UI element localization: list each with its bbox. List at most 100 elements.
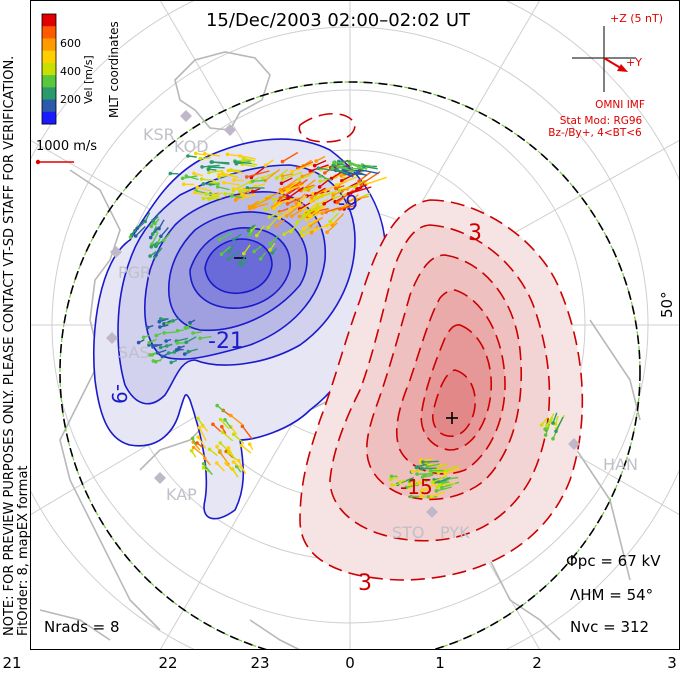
velocity-vector [197, 436, 207, 449]
velocity-vector [444, 467, 460, 474]
colorbar-tick-600: 600 [60, 37, 81, 50]
velocity-vector-origin [436, 471, 441, 475]
velocity-vector [422, 483, 437, 491]
station-label-pyk: PYK [440, 523, 470, 542]
velocity-vector-origin [240, 424, 245, 429]
velocity-vector-origin [420, 466, 424, 471]
velocity-vector-origin [285, 202, 290, 206]
velocity-vector [281, 177, 293, 184]
velocity-vector [280, 189, 293, 199]
mlt-tick: 3 [667, 654, 677, 672]
velocity-vector [325, 207, 339, 213]
velocity-vector [264, 168, 281, 182]
scale-arrow [35, 159, 74, 165]
station-label-ksr: KSR [143, 125, 175, 144]
velocity-vector-origin [241, 156, 246, 161]
velocity-vector [439, 482, 456, 486]
velocity-vector-origin [275, 176, 279, 180]
colorbar-segment [42, 75, 56, 88]
mlt-tick: 1 [435, 654, 445, 672]
imf-stat-mod: Stat Mod: RG96 [560, 115, 643, 127]
contour-label: -9 [107, 384, 131, 404]
velocity-vector [360, 171, 381, 185]
velocity-vector [211, 161, 230, 164]
velocity-vector [242, 163, 256, 168]
velocity-vector [208, 197, 222, 200]
velocity-vector-origin [215, 403, 219, 408]
velocity-vector-origin [263, 163, 268, 168]
velocity-vector-origin [225, 152, 230, 157]
latitude-label: 50° [658, 291, 676, 318]
velocity-vector-origin [251, 206, 256, 210]
velocity-vector-origin [201, 182, 206, 186]
velocity-vector-origin [175, 341, 180, 345]
velocity-vector [239, 188, 252, 193]
velocity-vector-origin [295, 220, 299, 225]
velocity-vector [269, 235, 279, 245]
velocity-vector [286, 180, 299, 191]
velocity-vector [301, 171, 316, 177]
velocity-vector-origin [312, 163, 317, 168]
velocity-vector [176, 337, 189, 342]
colorbar-segment [42, 62, 56, 76]
velocity-vector [316, 199, 329, 206]
velocity-vector [365, 176, 387, 185]
velocity-vector [299, 184, 315, 191]
station-marker [106, 332, 118, 344]
velocity-vector-origin [198, 156, 202, 161]
imf-condition: Bz-/By+, 4<BT<6 [548, 127, 642, 139]
velocity-vector-origin [183, 325, 188, 330]
colorbar-segment [42, 87, 56, 101]
velocity-vector-origin [215, 444, 219, 449]
velocity-vector-origin [409, 494, 413, 499]
velocity-vector [331, 171, 342, 180]
velocity-vector-origin [150, 353, 154, 357]
velocity-vector-origin [196, 416, 200, 421]
velocity-vector-origin [153, 244, 158, 249]
velocity-vector-origin [309, 230, 314, 235]
preview-note: NOTE: FOR PREVIEW PURPOSES ONLY. PLEASE … [2, 56, 17, 636]
velocity-vector-origin [209, 160, 214, 164]
velocity-vector-origin [267, 215, 272, 219]
velocity-vector [230, 414, 244, 426]
velocity-vector-origin [194, 151, 198, 156]
velocity-vector [237, 460, 247, 475]
colorbar-frame [41, 13, 57, 125]
station-marker [154, 472, 166, 484]
velocity-vector-origin [551, 436, 555, 441]
velocity-vector-origin [254, 233, 259, 238]
velocity-vector-origin [543, 433, 548, 437]
velocity-vector-origin [239, 443, 244, 448]
velocity-vector [420, 458, 433, 461]
velocity-vector [319, 177, 331, 188]
velocity-vector-origin [266, 225, 270, 230]
velocity-vector-origin [217, 237, 222, 242]
velocity-vector-origin [250, 179, 255, 184]
velocity-vector-origin [157, 319, 162, 324]
velocity-vector-origin [414, 465, 419, 470]
velocity-vector-origin [148, 254, 152, 258]
velocity-vector-origin [410, 469, 415, 474]
velocity-vector-origin [404, 485, 409, 490]
velocity-vector [331, 213, 345, 226]
velocity-vector-origin [407, 479, 412, 484]
velocity-vector-origin [238, 189, 242, 194]
velocity-vector-origin [135, 226, 139, 231]
velocity-vector [555, 416, 564, 432]
imf-clock [572, 26, 636, 92]
velocity-vector-origin [153, 221, 157, 226]
velocity-vector [164, 331, 176, 334]
velocity-vector-origin [279, 181, 284, 186]
velocity-vector-origin [184, 174, 189, 178]
velocity-vector-origin [232, 237, 236, 242]
velocity-vector-origin [429, 468, 433, 473]
velocity-vector [349, 163, 362, 169]
velocity-vector-origin [195, 185, 200, 190]
velocity-vector [218, 173, 232, 177]
velocity-vector-origin [290, 169, 294, 174]
velocity-vector-origin [346, 192, 351, 196]
velocity-vector [267, 215, 280, 229]
velocity-vector [426, 463, 440, 468]
velocity-vector-origin [180, 176, 185, 181]
